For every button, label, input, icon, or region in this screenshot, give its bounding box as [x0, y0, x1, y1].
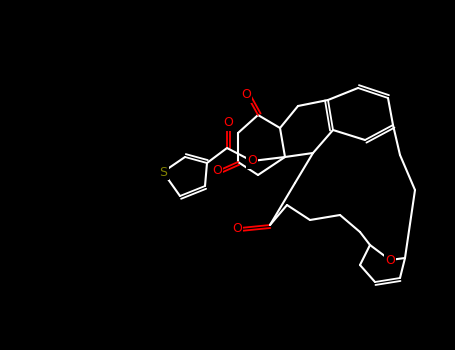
Text: O: O: [223, 117, 233, 130]
Text: O: O: [212, 164, 222, 177]
Text: O: O: [241, 89, 251, 101]
Text: O: O: [247, 154, 257, 168]
Text: O: O: [385, 253, 395, 266]
Text: S: S: [159, 166, 167, 178]
Text: O: O: [232, 222, 242, 235]
